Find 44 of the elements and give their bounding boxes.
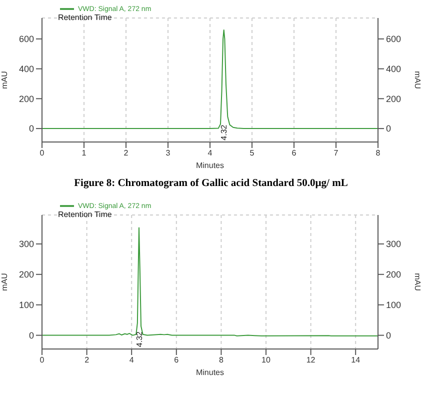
y2-tick-label: 600 — [386, 34, 402, 44]
x-tick-label: 6 — [174, 356, 180, 365]
y-tick-label: 400 — [18, 64, 34, 74]
y2-tick-label: 0 — [386, 330, 392, 340]
caption: Figure 8: Chromatogram of Gallic acid Standard 50.0µg/ mL — [73, 177, 349, 191]
x-tick-label: 8 — [376, 148, 381, 158]
y-tick-label: 200 — [18, 94, 34, 104]
y2-tick-label: 100 — [386, 300, 402, 310]
y-axis-title: mAU — [0, 272, 9, 291]
x-tick-label: 0 — [40, 356, 45, 365]
annotation: 4.32 — [219, 124, 228, 140]
y-tick-label: 200 — [18, 270, 34, 280]
x-tick-label: 8 — [218, 356, 224, 365]
x-axis-title: Minutes — [196, 161, 224, 170]
y2-axis-title: mAU — [413, 273, 422, 292]
x-tick-label: 1 — [82, 148, 87, 158]
y2-tick-label: 300 — [386, 239, 402, 250]
x-tick-label: 4 — [208, 148, 213, 158]
x-axis-title: Minutes — [196, 368, 224, 377]
x-tick-label: 7 — [334, 148, 339, 158]
x-tick-label: 10 — [262, 356, 271, 365]
y2-tick-label: 0 — [386, 124, 392, 134]
y-tick-label: 0 — [28, 124, 34, 134]
y2-tick-label: 400 — [386, 64, 402, 74]
x-tick-label: 14 — [351, 356, 361, 365]
x-tick-label: 4 — [129, 356, 134, 365]
annotation: 4.32 — [134, 330, 144, 348]
y2-tick-label: 200 — [386, 94, 402, 104]
y2-tick-label: 200 — [386, 270, 402, 280]
annotation: Retention Time — [58, 13, 112, 22]
x-tick-label: 2 — [124, 148, 129, 158]
y2-axis-title: mAU — [413, 71, 422, 90]
x-tick-label: 2 — [84, 356, 90, 365]
x-tick-label: 3 — [166, 148, 171, 158]
y-axis-title: mAU — [0, 70, 9, 89]
y-tick-label: 100 — [18, 300, 34, 310]
y-tick-label: 0 — [28, 330, 34, 340]
annotation: Retention Time — [58, 210, 112, 219]
x-tick-label: 12 — [306, 356, 316, 365]
x-tick-label: 5 — [250, 148, 255, 158]
y-tick-label: 300 — [18, 239, 34, 250]
y-tick-label: 600 — [18, 34, 34, 44]
x-tick-label: 0 — [40, 148, 45, 158]
x-tick-label: 6 — [292, 148, 297, 158]
